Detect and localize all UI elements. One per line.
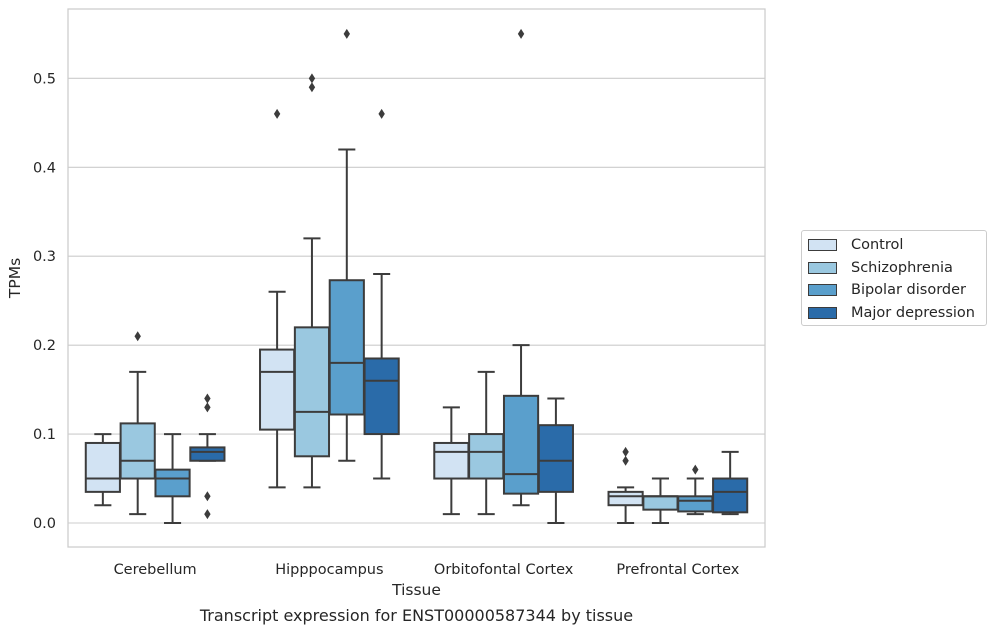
box-group xyxy=(189,393,226,520)
box-group xyxy=(328,28,365,462)
box xyxy=(259,348,296,431)
series-major-depression xyxy=(189,108,749,524)
legend: Control Schizophrenia Bipolar disorder M… xyxy=(801,230,987,326)
x-tick-label: Orbitofontal Cortex xyxy=(434,562,574,578)
legend-item-control: Control xyxy=(808,235,903,255)
box-group xyxy=(607,446,644,524)
box-group xyxy=(119,331,156,516)
y-tick-labels: 0.0 0.1 0.2 0.3 0.4 0.5 xyxy=(33,71,56,532)
box xyxy=(154,468,191,498)
box-group xyxy=(433,406,470,516)
box xyxy=(363,357,400,436)
x-tick-label: Cerebellum xyxy=(114,562,197,578)
y-tick-label: 0.2 xyxy=(33,338,56,354)
outlier-point xyxy=(517,28,525,39)
box-group xyxy=(677,464,714,516)
x-tick-label: Prefrontal Cortex xyxy=(616,562,739,578)
legend-item-major-depression: Major depression xyxy=(808,303,975,323)
series-schizophrenia xyxy=(119,73,679,524)
legend-item-schizophrenia: Schizophrenia xyxy=(808,258,953,278)
x-tick-label: Hipppocampus xyxy=(275,562,383,578)
outlier-point xyxy=(204,509,211,520)
box-group xyxy=(84,433,121,507)
box-group xyxy=(259,108,296,489)
box xyxy=(433,441,470,480)
chart-caption: Transcript expression for ENST0000058734… xyxy=(199,606,634,625)
outlier-point xyxy=(273,108,281,119)
box-group xyxy=(502,28,540,507)
y-tick-label: 0.3 xyxy=(33,249,56,265)
box xyxy=(328,279,365,416)
series-bipolar-disorder xyxy=(154,28,714,524)
box xyxy=(502,394,540,495)
outlier-point xyxy=(204,491,211,502)
x-tick-labels: Cerebellum Hipppocampus Orbitofontal Corte… xyxy=(114,562,740,578)
outlier-point xyxy=(134,331,141,342)
outlier-point xyxy=(308,73,316,84)
legend-label: Schizophrenia xyxy=(851,259,953,276)
y-tick-label: 0.4 xyxy=(33,160,56,176)
box xyxy=(468,433,505,480)
box-group xyxy=(642,477,679,524)
legend-swatch xyxy=(808,239,837,251)
outlier-point xyxy=(204,393,211,404)
outlier-point xyxy=(622,455,629,466)
series-control xyxy=(84,108,644,524)
legend-swatch xyxy=(808,284,837,296)
legend-label: Bipolar disorder xyxy=(851,282,966,298)
outlier-point xyxy=(692,464,699,475)
box-group xyxy=(154,433,191,524)
legend-item-bipolar-disorder: Bipolar disorder xyxy=(808,280,966,300)
outlier-point xyxy=(343,28,350,39)
box xyxy=(642,495,679,511)
y-tick-label: 0.1 xyxy=(33,427,56,443)
box-group xyxy=(293,73,331,489)
outlier-point xyxy=(308,82,316,93)
box xyxy=(712,477,749,514)
box-group xyxy=(537,397,574,524)
box xyxy=(119,422,156,480)
box xyxy=(189,446,226,462)
box-series xyxy=(84,28,749,524)
gridlines xyxy=(68,77,765,524)
outlier-point xyxy=(378,108,385,119)
box-group xyxy=(363,108,400,480)
outlier-point xyxy=(204,402,211,413)
box xyxy=(537,424,574,493)
legend-label: Control xyxy=(851,237,904,253)
y-tick-label: 0.5 xyxy=(33,71,56,87)
box xyxy=(607,490,644,507)
outlier-point xyxy=(622,446,629,457)
box xyxy=(84,441,121,493)
legend-swatch xyxy=(808,306,837,319)
legend-swatch xyxy=(808,261,837,274)
box xyxy=(293,326,331,458)
box-group xyxy=(712,450,749,516)
y-axis-label: TPMs xyxy=(6,258,24,299)
box-group xyxy=(468,370,505,516)
x-axis-label: Tissue xyxy=(391,581,441,599)
y-tick-label: 0.0 xyxy=(33,516,56,532)
plot-frame xyxy=(67,8,766,548)
box xyxy=(677,495,714,513)
legend-label: Major depression xyxy=(851,304,975,321)
